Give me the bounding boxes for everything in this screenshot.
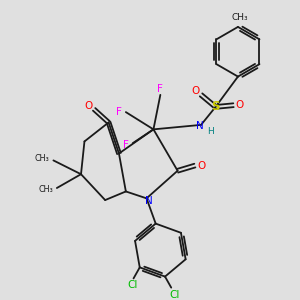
Text: CH₃: CH₃: [35, 154, 50, 163]
Text: CH₃: CH₃: [38, 185, 53, 194]
Text: O: O: [84, 101, 92, 111]
Text: F: F: [123, 140, 129, 150]
Text: CH₃: CH₃: [231, 13, 248, 22]
Text: O: O: [197, 160, 205, 171]
Text: Cl: Cl: [169, 290, 180, 299]
Text: F: F: [158, 84, 163, 94]
Text: O: O: [192, 86, 200, 96]
Text: F: F: [116, 107, 122, 117]
Text: Cl: Cl: [128, 280, 138, 290]
Text: N: N: [196, 121, 204, 130]
Text: S: S: [211, 100, 220, 113]
Text: O: O: [235, 100, 244, 110]
Text: N: N: [145, 196, 153, 206]
Text: H: H: [207, 127, 214, 136]
